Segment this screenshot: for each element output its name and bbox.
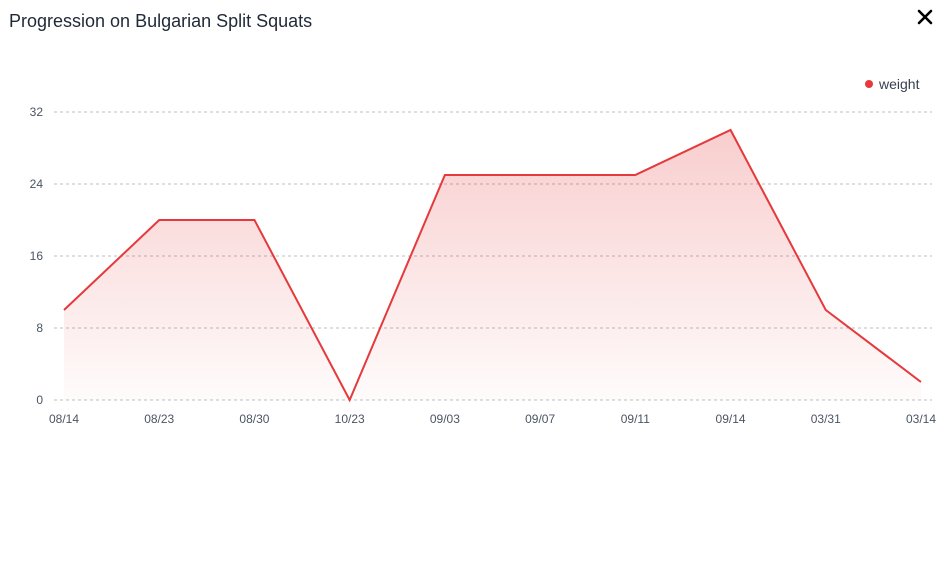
y-tick-label: 16 xyxy=(30,249,44,263)
legend-label-weight: weight xyxy=(878,76,920,92)
x-tick-label: 08/23 xyxy=(144,412,174,426)
x-tick-label: 03/31 xyxy=(811,412,841,426)
x-tick-label: 08/14 xyxy=(49,412,79,426)
y-tick-label: 24 xyxy=(30,177,44,191)
series-line-weight xyxy=(63,128,922,403)
close-icon xyxy=(917,9,933,25)
close-button[interactable] xyxy=(912,6,938,30)
y-axis: 0 8 16 24 32 xyxy=(30,105,44,407)
x-tick-label: 10/23 xyxy=(335,412,365,426)
x-tick-label: 09/03 xyxy=(430,412,460,426)
x-tick-label: 09/07 xyxy=(525,412,555,426)
x-axis: 08/14 08/23 08/30 10/23 09/03 09/07 09/11 09/14… xyxy=(49,412,936,426)
series-area-weight xyxy=(64,130,921,400)
x-tick-label: 09/14 xyxy=(716,412,746,426)
y-tick-label: 0 xyxy=(36,393,43,407)
x-tick-label: 09/11 xyxy=(621,412,650,426)
legend-marker-weight xyxy=(865,80,873,88)
y-tick-label: 8 xyxy=(36,321,43,335)
x-tick-label: 03/14 xyxy=(906,412,936,426)
y-tick-label: 32 xyxy=(30,105,44,119)
legend[interactable]: weight xyxy=(865,76,920,92)
chart-container: 0 8 16 24 32 08/14 08/23 08/30 10/23 09/03 09/07 0… xyxy=(0,60,952,440)
x-tick-label: 08/30 xyxy=(239,412,269,426)
page-title: Progression on Bulgarian Split Squats xyxy=(9,11,313,31)
